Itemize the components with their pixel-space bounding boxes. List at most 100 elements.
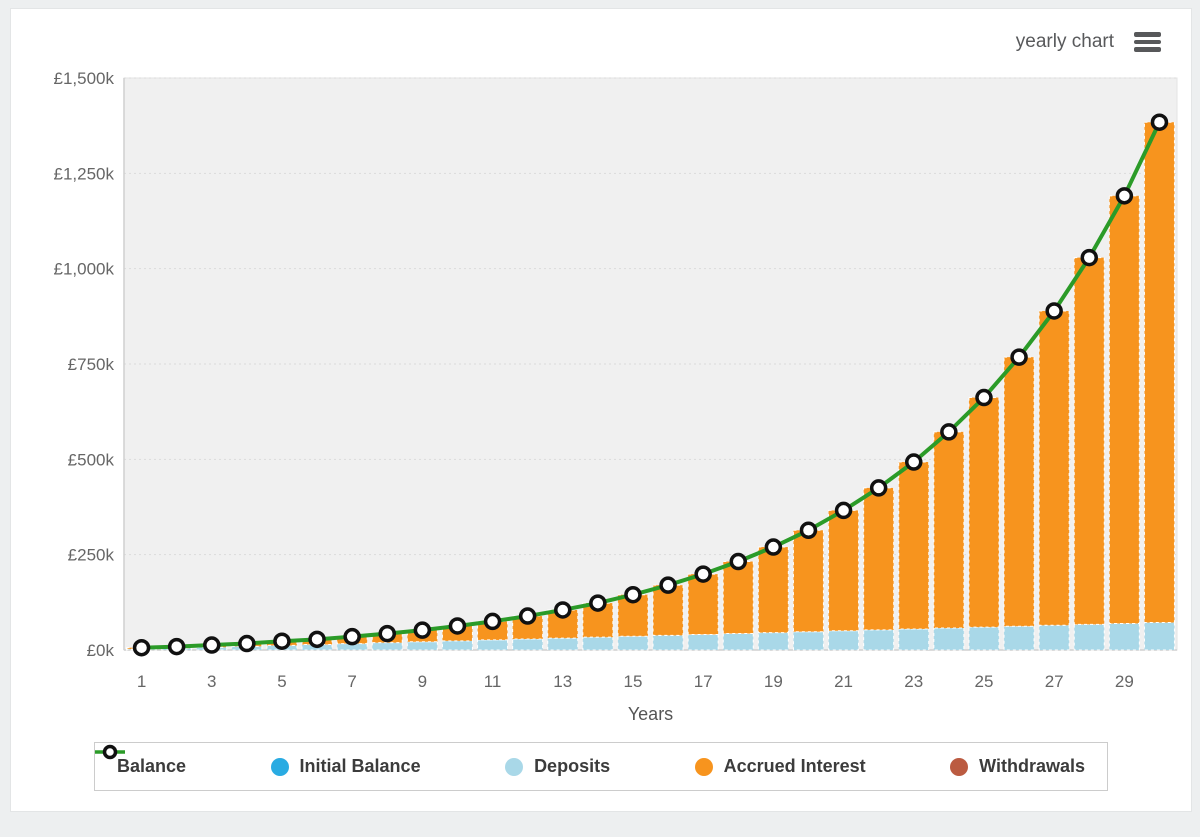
chart-canvas[interactable]: £0k £250k £500k £750k £1,000k £1,250k £1,500k 1…: [11, 9, 1193, 739]
bar-segment: [652, 634, 684, 651]
bar-segment: [547, 637, 579, 651]
bar-segment: [968, 626, 1000, 651]
bar-segment: [898, 461, 930, 630]
x-tick-label: 11: [484, 672, 502, 691]
chart-header: yearly chart: [1016, 31, 1161, 53]
bar-segment: [757, 546, 789, 634]
x-tick-label: 1: [137, 672, 146, 691]
balance-marker: [167, 637, 186, 656]
legend-item-withdrawals[interactable]: Withdrawals: [950, 756, 1085, 777]
bar-segment: [582, 636, 614, 651]
y-tick-label: £1,250k: [54, 164, 115, 183]
x-tick-label: 3: [207, 672, 216, 691]
legend-item-initial-balance[interactable]: Initial Balance: [270, 756, 421, 777]
y-tick-label: £750k: [68, 355, 115, 374]
legend-item-label: Accrued Interest: [723, 756, 866, 776]
balance-marker: [483, 612, 502, 631]
bar-segment: [792, 631, 824, 651]
bar-segment: [1003, 625, 1035, 651]
x-tick-label: 17: [694, 672, 713, 691]
bar-segment: [1108, 622, 1140, 651]
balance-marker: [308, 630, 326, 649]
bar-segment: [968, 397, 1000, 628]
balance-marker: [413, 621, 432, 639]
y-tick-label: £1,500k: [54, 69, 115, 88]
balance-line-marker-icon: [95, 744, 125, 760]
bar-segment: [898, 628, 930, 651]
bars-accrued-interest[interactable]: [126, 121, 1175, 650]
x-tick-label: 5: [277, 672, 286, 691]
bar-segment: [477, 639, 509, 651]
gridlines: [124, 77, 1177, 651]
x-tick-label: 7: [347, 672, 356, 691]
balance-marker: [694, 565, 712, 583]
x-tick-label: 13: [553, 672, 572, 691]
bar-segment: [863, 629, 895, 651]
chart-type-label: yearly chart: [1015, 31, 1114, 52]
bar-segment: [617, 635, 649, 651]
balance-marker: [659, 576, 677, 594]
balance-marker: [1080, 248, 1098, 267]
balance-marker: [554, 601, 572, 619]
x-tick-label: 23: [904, 672, 923, 691]
bar-segment: [1073, 623, 1105, 651]
legend-item-deposits[interactable]: Deposits: [505, 756, 610, 777]
bar-segment: [371, 642, 403, 651]
x-tick-label: 19: [764, 672, 783, 691]
legend-item-accrued-interest[interactable]: Accrued Interest: [694, 756, 866, 777]
y-tick-label: £0k: [87, 641, 115, 660]
balance-marker: [764, 538, 783, 556]
bar-segment: [722, 633, 754, 651]
hamburger-menu-icon[interactable]: [1134, 32, 1161, 52]
bar-segment: [828, 509, 860, 632]
legend: Balance Initial Balance Deposits Accrued In…: [94, 742, 1108, 791]
balance-markers[interactable]: [132, 113, 1169, 657]
x-tick-label: 15: [623, 672, 642, 691]
bar-segment: [1073, 257, 1105, 625]
bar-segment: [1038, 624, 1070, 651]
x-tick-label: 25: [974, 672, 993, 691]
accrued-interest-swatch-icon: [694, 757, 713, 776]
bar-segment: [1143, 121, 1175, 624]
x-tick-label: 27: [1045, 672, 1064, 691]
balance-marker: [905, 453, 923, 471]
balance-marker: [273, 632, 291, 650]
legend-item-label: Balance: [117, 756, 187, 776]
bar-segment: [792, 529, 824, 633]
balance-marker: [799, 521, 818, 540]
bar-segment: [1003, 356, 1035, 627]
legend-item-label: Deposits: [534, 756, 611, 776]
bar-segment: [512, 638, 544, 651]
bar-segment: [687, 573, 719, 635]
deposits-swatch-icon: [505, 757, 524, 776]
bar-segment: [687, 633, 719, 651]
y-tick-labels: £0k £250k £500k £750k £1,000k £1,250k £1,500k: [54, 69, 115, 660]
legend-item-label: Withdrawals: [979, 756, 1085, 776]
balance-marker: [975, 388, 993, 407]
bar-segment: [406, 641, 438, 651]
balance-marker: [729, 552, 747, 571]
balance-marker: [1045, 302, 1063, 320]
x-tick-label: 29: [1115, 672, 1134, 691]
legend-item-balance[interactable]: Balance: [95, 744, 187, 777]
balance-marker: [1115, 187, 1134, 205]
bar-segment: [933, 431, 965, 629]
bar-segment: [1143, 622, 1175, 651]
bar-segment: [933, 627, 965, 651]
x-tick-label: 9: [418, 672, 427, 691]
balance-marker: [869, 479, 888, 497]
initial-balance-swatch-icon: [270, 757, 289, 776]
balance-marker: [1010, 348, 1028, 366]
balance-marker: [518, 607, 537, 625]
bar-segment: [1038, 310, 1070, 626]
balance-marker: [834, 501, 853, 520]
x-tick-label: 21: [834, 672, 853, 691]
y-tick-label: £1,000k: [54, 260, 115, 279]
y-tick-label: £500k: [68, 450, 115, 469]
bar-segment: [722, 561, 754, 635]
bar-segment: [757, 632, 789, 651]
chart-card: yearly chart £0k £250k £500k £750k £1,000k £1…: [10, 8, 1192, 812]
balance-marker: [1150, 113, 1169, 131]
balance-marker: [203, 636, 221, 654]
balance-marker: [940, 423, 958, 441]
